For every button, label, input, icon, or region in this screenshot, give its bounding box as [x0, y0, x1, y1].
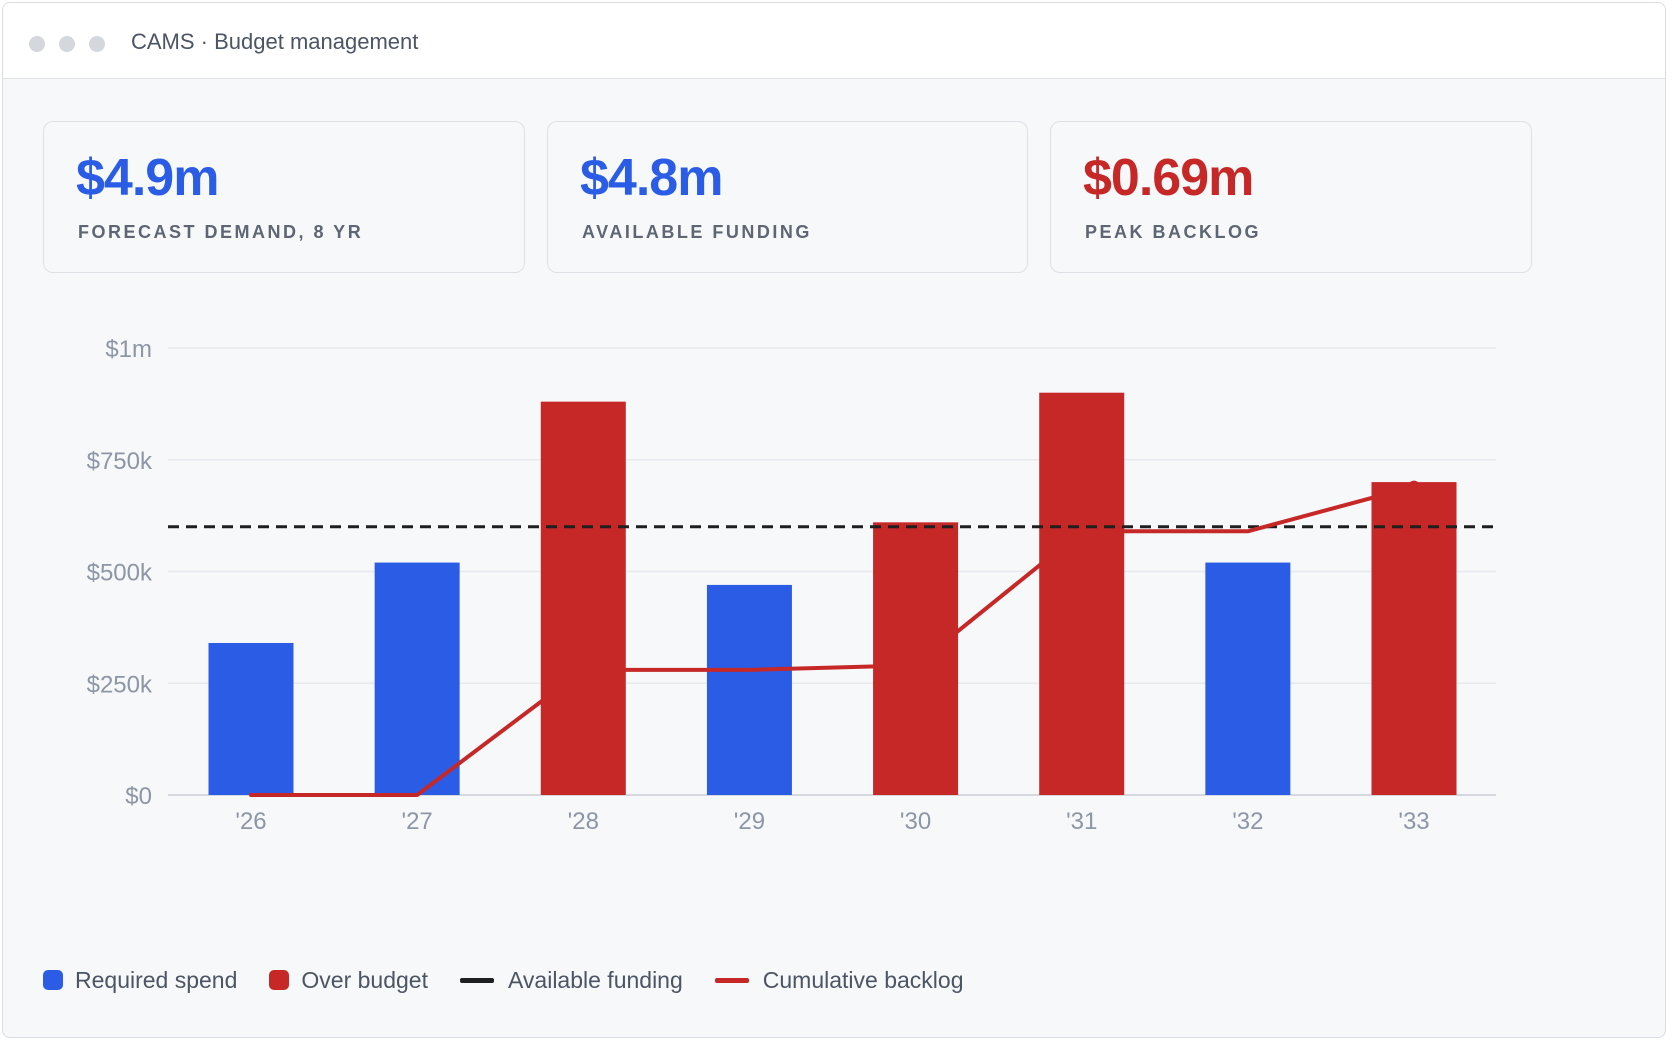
x-tick-label: '33 — [1398, 808, 1429, 835]
y-tick-label: $500k — [87, 560, 153, 587]
legend-swatch-cumulative-backlog — [714, 977, 749, 983]
window-minimize-dot[interactable] — [59, 36, 75, 52]
cumulative-backlog-line — [249, 484, 1416, 797]
kpi-label: FORECAST DEMAND, 8 YR — [78, 222, 364, 242]
kpi-card-peak-backlog: $0.69m PEAK BACKLOG — [1050, 121, 1532, 273]
legend-label: Over budget — [301, 966, 428, 993]
legend-item-required-spend: Required spend — [43, 967, 237, 994]
window-title: CAMS · Budget management — [131, 29, 419, 54]
y-tick-label: $0 — [125, 783, 152, 810]
legend-label: Cumulative backlog — [762, 966, 964, 993]
chart-legend: Required spend Over budget Available fun… — [43, 963, 996, 997]
bar-over-budget — [1039, 392, 1125, 795]
kpi-label: PEAK BACKLOG — [1085, 222, 1262, 242]
kpi-card-available-funding: $4.8m AVAILABLE FUNDING — [547, 121, 1028, 273]
legend-swatch-required-spend — [43, 970, 63, 990]
y-tick-label: $1m — [105, 336, 152, 363]
title-bar: CAMS · Budget management — [3, 3, 1665, 79]
bar-required-spend — [374, 562, 460, 795]
window-maximize-dot[interactable] — [89, 36, 105, 52]
bar-required-spend — [1205, 562, 1291, 795]
legend-swatch-over-budget — [269, 970, 290, 990]
legend-item-over-budget: Over budget — [269, 967, 428, 994]
bar-over-budget — [540, 401, 626, 795]
x-tick-label: '29 — [734, 808, 765, 835]
kpi-value: $0.69m — [1083, 149, 1254, 207]
cumulative-backlog-endpoint — [1408, 480, 1420, 493]
x-tick-label: '27 — [402, 808, 433, 835]
y-tick-label: $750k — [87, 448, 153, 475]
x-tick-label: '26 — [235, 808, 266, 835]
kpi-value: $4.8m — [580, 149, 723, 207]
x-tick-label: '30 — [900, 808, 931, 835]
bar-over-budget — [1371, 482, 1457, 795]
legend-swatch-available-funding — [460, 977, 494, 983]
legend-label: Available funding — [508, 966, 683, 993]
legend-label: Required spend — [75, 966, 238, 993]
bar-required-spend — [208, 643, 294, 795]
kpi-card-forecast-demand: $4.9m FORECAST DEMAND, 8 YR — [43, 121, 525, 273]
budget-chart: $0 $250k $500k $750k $1m '26 '27 '28 '29 '30 '31 '3… — [87, 336, 1496, 835]
bar-over-budget — [873, 522, 959, 795]
y-tick-label: $250k — [87, 671, 153, 698]
legend-item-cumulative-backlog: Cumulative backlog — [714, 966, 964, 994]
bar-required-spend — [706, 584, 792, 795]
kpi-value: $4.9m — [76, 149, 219, 207]
kpi-label: AVAILABLE FUNDING — [582, 222, 812, 242]
x-tick-label: '32 — [1232, 808, 1263, 835]
x-tick-label: '28 — [568, 808, 599, 835]
x-tick-label: '31 — [1066, 808, 1097, 835]
legend-item-available-funding: Available funding — [460, 967, 683, 994]
window-close-dot[interactable] — [29, 36, 45, 52]
